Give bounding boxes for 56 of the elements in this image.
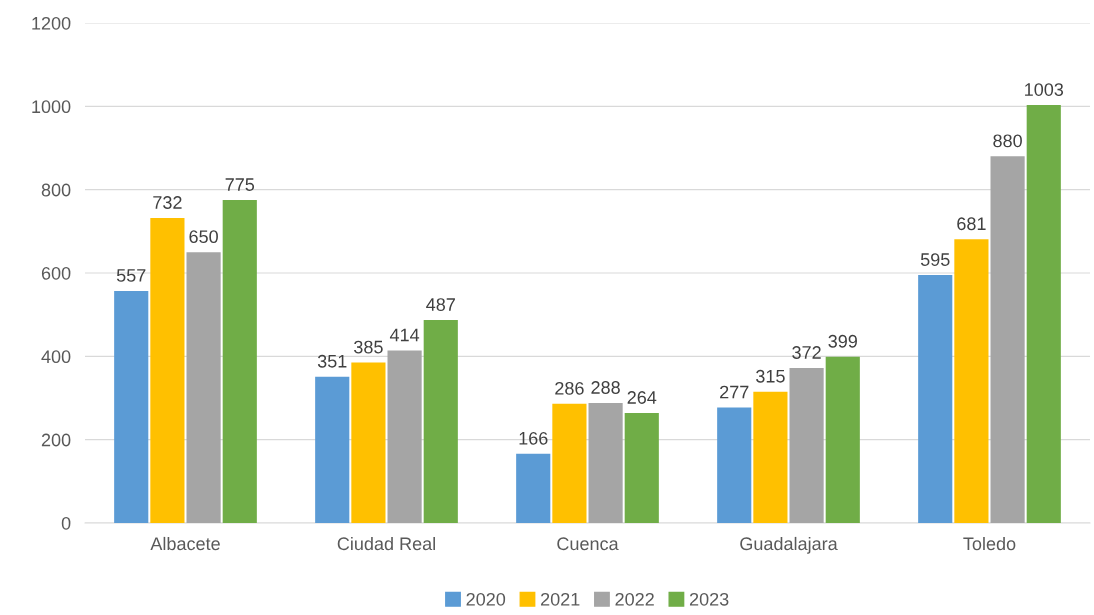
- bar: [552, 403, 587, 523]
- bar: [789, 368, 824, 523]
- data-label: 166: [519, 431, 548, 445]
- bar: [588, 403, 623, 523]
- data-label: 414: [389, 328, 420, 342]
- x-tick-label: Cuenca: [557, 537, 619, 551]
- bar: [150, 218, 185, 523]
- data-label: 487: [426, 298, 455, 311]
- bar: [423, 320, 458, 523]
- bar: [825, 356, 860, 523]
- bar: [1026, 105, 1061, 523]
- y-tick-label: 1200: [32, 16, 71, 30]
- y-tick-label: 600: [41, 266, 71, 280]
- bar: [624, 413, 659, 523]
- data-label: 385: [354, 340, 383, 354]
- bar: [387, 350, 422, 523]
- data-label: 372: [792, 346, 821, 359]
- y-tick-label: 200: [41, 433, 71, 447]
- data-label: 775: [225, 178, 255, 191]
- x-tick-label: Ciudad Real: [337, 536, 435, 551]
- y-tick-label: 800: [41, 183, 71, 197]
- legend-label: 2021: [541, 592, 580, 606]
- data-label: 288: [591, 381, 620, 394]
- legend-label: 2022: [615, 592, 654, 606]
- legend-label: 2020: [466, 592, 506, 606]
- data-label: 595: [920, 253, 950, 266]
- data-label: 399: [828, 334, 857, 348]
- data-label: 351: [317, 354, 347, 368]
- data-label: 557: [116, 269, 146, 282]
- data-label: 286: [555, 381, 584, 395]
- bar: [315, 376, 350, 523]
- bar: [222, 200, 257, 523]
- data-label: 732: [153, 196, 182, 209]
- bar: [954, 239, 989, 523]
- y-tick-label: 1000: [32, 100, 71, 114]
- bar: [717, 407, 752, 523]
- data-label: 264: [627, 391, 657, 404]
- bar: [990, 156, 1025, 523]
- legend-label: 2023: [689, 592, 729, 606]
- bar: [918, 275, 953, 523]
- x-tick-label: Albacete: [150, 536, 220, 551]
- bar: [186, 252, 221, 523]
- bar: [753, 391, 788, 523]
- data-label: 315: [756, 369, 785, 383]
- y-tick-label: 400: [41, 350, 71, 364]
- x-tick-label: Guadalajara: [740, 536, 838, 554]
- bar: [516, 453, 551, 523]
- data-label: 1003: [1025, 83, 1064, 96]
- bar: [114, 290, 149, 523]
- data-label: 880: [993, 134, 1022, 148]
- data-label: 277: [720, 385, 749, 399]
- data-label: 681: [957, 217, 986, 231]
- data-label: 650: [189, 230, 218, 244]
- bar: [351, 362, 386, 523]
- x-tick-label: Toledo: [963, 536, 1016, 551]
- y-tick-label: 0: [61, 516, 71, 530]
